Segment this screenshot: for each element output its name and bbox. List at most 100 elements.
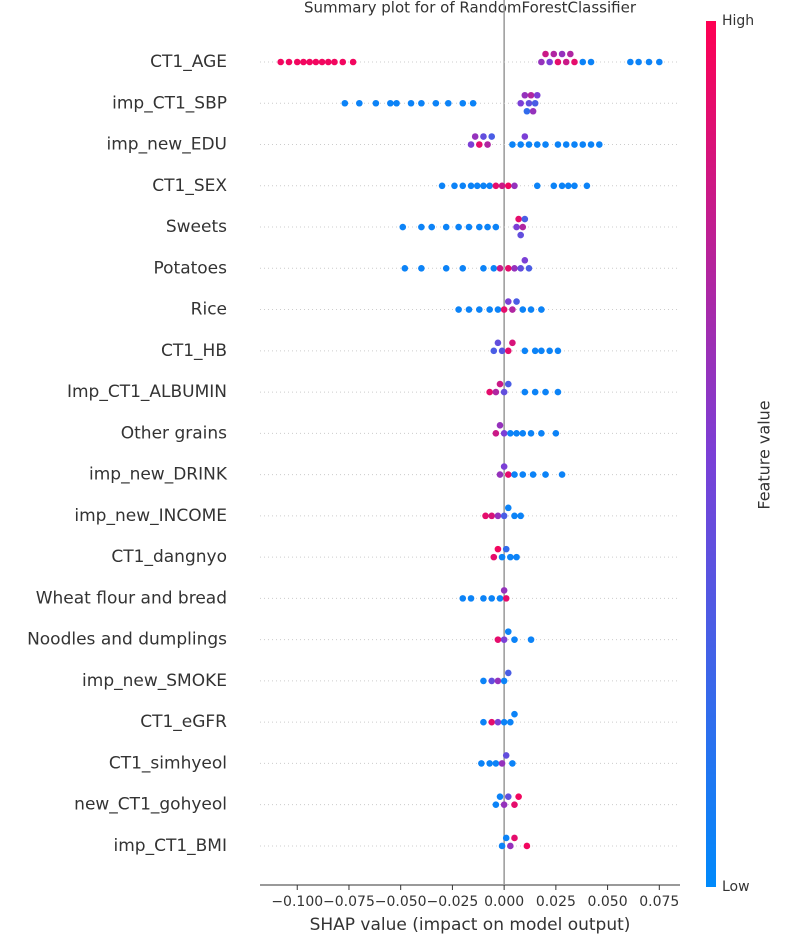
- shap-point: [579, 141, 587, 148]
- shap-point: [455, 306, 462, 313]
- y-tick-label: CT1_dangnyo: [111, 547, 227, 567]
- shap-point: [504, 471, 512, 478]
- shap-point: [372, 99, 380, 107]
- shap-point: [567, 50, 574, 58]
- y-tick-label: imp_new_EDU: [107, 135, 228, 155]
- shap-point: [571, 182, 578, 190]
- colorbar-label: Feature value: [755, 400, 774, 509]
- shap-point: [533, 141, 541, 148]
- shap-point: [356, 99, 363, 107]
- shap-point: [562, 58, 570, 66]
- shap-point: [341, 99, 349, 107]
- shap-point: [407, 99, 415, 107]
- shap-point: [285, 58, 293, 66]
- shap-point: [579, 58, 587, 66]
- shap-point: [484, 223, 491, 231]
- y-tick-label: Sweets: [166, 217, 227, 237]
- shap-point: [554, 347, 562, 355]
- shap-point: [571, 58, 578, 66]
- shap-point: [517, 231, 524, 239]
- shap-point: [554, 141, 562, 148]
- shap-point: [511, 265, 518, 272]
- shap-point: [496, 422, 504, 429]
- shap-point: [488, 512, 496, 520]
- shap-point: [517, 141, 524, 148]
- shap-point: [504, 265, 512, 272]
- shap-point: [500, 718, 508, 726]
- y-tick-label: new_CT1_gohyeol: [74, 795, 227, 815]
- shap-point: [511, 710, 518, 718]
- shap-point: [349, 58, 357, 66]
- shap-point: [513, 298, 520, 305]
- shap-point: [515, 793, 522, 800]
- shap-point: [507, 718, 514, 726]
- shap-point: [494, 636, 502, 643]
- shap-point: [542, 388, 549, 396]
- shap-point: [504, 504, 512, 512]
- chart-title: Summary plot for of RandomForestClassifi…: [304, 0, 637, 17]
- shap-point: [531, 388, 539, 396]
- shap-point: [521, 347, 529, 355]
- shap-point: [444, 99, 452, 107]
- shap-point: [494, 677, 502, 685]
- shap-point: [502, 752, 510, 759]
- shap-point: [511, 834, 518, 842]
- shap-point: [538, 58, 545, 66]
- shap-point: [496, 595, 504, 602]
- shap-point: [492, 388, 500, 396]
- x-tick-label: 0.000: [484, 894, 524, 910]
- shap-point: [498, 842, 506, 850]
- shap-point: [525, 265, 533, 272]
- shap-point: [480, 182, 487, 190]
- shap-point: [498, 760, 506, 767]
- shap-point: [523, 107, 531, 115]
- shap-point: [587, 141, 595, 148]
- shap-point: [546, 347, 553, 355]
- shap-point: [306, 58, 313, 66]
- y-tick-label: Wheat flour and bread: [36, 588, 227, 608]
- shap-point: [324, 58, 332, 66]
- shap-point: [486, 760, 493, 767]
- shap-point: [546, 58, 553, 66]
- shap-point: [467, 182, 475, 190]
- shap-point: [492, 223, 500, 231]
- shap-point: [504, 347, 512, 355]
- shap-point: [511, 182, 518, 190]
- shap-point: [507, 430, 514, 437]
- shap-point: [521, 388, 529, 396]
- shap-point: [635, 58, 642, 66]
- shap-point: [521, 133, 529, 140]
- shap-point: [494, 545, 502, 553]
- shap-point: [519, 223, 527, 231]
- shap-point: [496, 265, 504, 272]
- y-tick-label: CT1_eGFR: [140, 712, 227, 732]
- y-tick-label: imp_new_INCOME: [74, 506, 227, 526]
- shap-point: [529, 471, 537, 478]
- x-tick-label: 0.025: [536, 894, 576, 910]
- shap-point: [387, 99, 394, 107]
- shap-point: [558, 50, 566, 58]
- shap-point: [459, 99, 467, 107]
- shap-point: [500, 306, 508, 313]
- shap-point: [656, 58, 663, 66]
- y-tick-label: Other grains: [121, 423, 227, 443]
- shap-point: [500, 463, 508, 470]
- shap-point: [504, 182, 512, 190]
- shap-point: [476, 306, 483, 313]
- shap-point: [504, 628, 512, 635]
- shap-point: [519, 430, 527, 437]
- shap-point: [465, 306, 473, 313]
- shap-point: [393, 99, 400, 107]
- shap-point: [494, 512, 502, 520]
- shap-point: [442, 265, 450, 272]
- shap-point: [523, 842, 531, 850]
- shap-point: [519, 306, 527, 313]
- colorbar-low: Low: [722, 879, 750, 895]
- shap-point: [480, 595, 487, 602]
- shap-point: [507, 842, 514, 850]
- y-tick-label: CT1_simhyeol: [109, 753, 227, 773]
- shap-point: [502, 545, 510, 553]
- shap-point: [496, 380, 504, 388]
- shap-point: [509, 760, 516, 767]
